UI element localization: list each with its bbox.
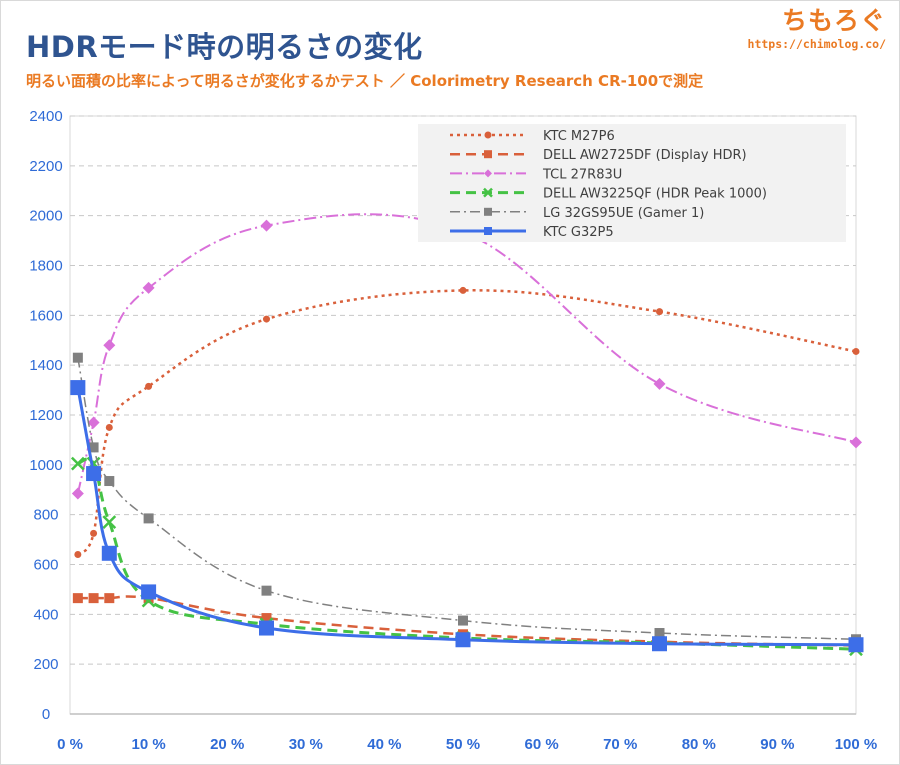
legend-marker [484, 207, 492, 216]
x-tick-label: 60 % [524, 736, 558, 753]
brand-url: https://chimolog.co/ [747, 37, 886, 51]
series-line [77, 595, 857, 647]
legend-label: KTC M27P6 [543, 129, 615, 144]
data-point [141, 584, 157, 600]
chart-subtitle: 明るい面積の比率によって明るさが変化するかテスト ／ Colorimetry R… [26, 72, 704, 90]
legend-label: DELL AW3225QF (HDR Peak 1000) [543, 187, 767, 202]
y-tick-label: 2000 [29, 208, 62, 225]
legend-marker [484, 131, 492, 139]
data-point [74, 551, 82, 559]
data-point [142, 281, 155, 294]
legend-box [418, 124, 846, 242]
series-line [77, 457, 857, 651]
data-point [455, 632, 471, 648]
y-tick-label: 1800 [29, 258, 62, 275]
data-point [71, 487, 84, 500]
legend-label: TCL 27R83U [542, 167, 622, 182]
legend-label: LG 32GS95UE (Gamer 1) [543, 206, 704, 221]
x-tick-label: 70 % [603, 736, 637, 753]
x-tick-label: 80 % [682, 736, 716, 753]
y-tick-label: 1600 [29, 307, 62, 324]
y-tick-label: 400 [33, 606, 58, 623]
series-5 [70, 380, 864, 653]
brand-name: ちもろぐ [781, 6, 886, 35]
data-point [654, 628, 665, 639]
brand-logo: ちもろぐ https://chimolog.co/ [748, 6, 886, 52]
series-line [77, 357, 857, 641]
data-point [70, 380, 86, 396]
y-tick-label: 2200 [29, 158, 62, 175]
x-tick-label: 90 % [760, 736, 794, 753]
y-tick-label: 200 [33, 656, 58, 673]
y-tick-label: 800 [33, 507, 58, 524]
y-tick-label: 1000 [29, 457, 62, 474]
data-point [70, 456, 85, 471]
legend: KTC M27P6 DELL AW2725DF (Display HDR) TCL … [418, 124, 846, 242]
y-tick-label: 1400 [29, 357, 62, 374]
x-tick-label: 50 % [446, 736, 480, 753]
data-point [145, 382, 153, 390]
data-point [101, 545, 117, 561]
data-point [850, 436, 862, 449]
data-point [259, 620, 274, 636]
legend-marker [483, 187, 493, 198]
marker-stroke [102, 515, 117, 530]
data-point [459, 286, 467, 294]
data-point [86, 466, 102, 482]
data-point [458, 615, 468, 626]
data-point [103, 339, 116, 352]
data-point [261, 585, 272, 596]
x-tick-label: 30 % [289, 736, 323, 753]
data-point [105, 423, 113, 431]
data-point [143, 513, 154, 524]
data-point [90, 529, 98, 537]
legend-marker [484, 227, 492, 235]
data-point [260, 219, 273, 232]
y-tick-label: 600 [33, 557, 58, 574]
chart-title: HDRモード時の明るさの変化 [26, 30, 423, 64]
series-line [76, 213, 857, 494]
data-point [263, 315, 270, 323]
y-tick-label: 1200 [29, 407, 62, 424]
x-tick-label: 10 % [131, 736, 165, 753]
y-tick-label: 0 [42, 706, 50, 723]
data-point [104, 593, 115, 604]
data-point [102, 515, 117, 530]
x-tick-label: 100 % [835, 736, 878, 753]
data-point [653, 377, 666, 390]
data-point [88, 442, 99, 453]
axes: 0 200 400 600 800 1000 1200 1400 1600 1800 2000 220… [29, 108, 877, 753]
x-tick-label: 40 % [367, 736, 401, 753]
data-point [652, 636, 667, 652]
data-point [656, 308, 663, 316]
x-tick-label: 0 % [57, 736, 83, 753]
y-tick-label: 2400 [29, 108, 62, 125]
data-point [104, 476, 115, 487]
data-point [852, 347, 860, 355]
data-point [88, 593, 99, 604]
legend-label: DELL AW2725DF (Display HDR) [543, 148, 747, 163]
legend-marker [484, 150, 492, 159]
grid-lines [70, 115, 856, 665]
data-point [72, 593, 83, 604]
legend-marker [484, 169, 492, 178]
data-point [72, 352, 83, 363]
x-tick-label: 20 % [210, 736, 244, 753]
data-point [87, 416, 100, 429]
legend-label: KTC G32P5 [543, 225, 614, 240]
data-point [261, 613, 272, 624]
series-lines [70, 213, 864, 657]
marker-stroke [483, 187, 493, 198]
marker-stroke [70, 456, 85, 471]
data-point [848, 637, 864, 653]
